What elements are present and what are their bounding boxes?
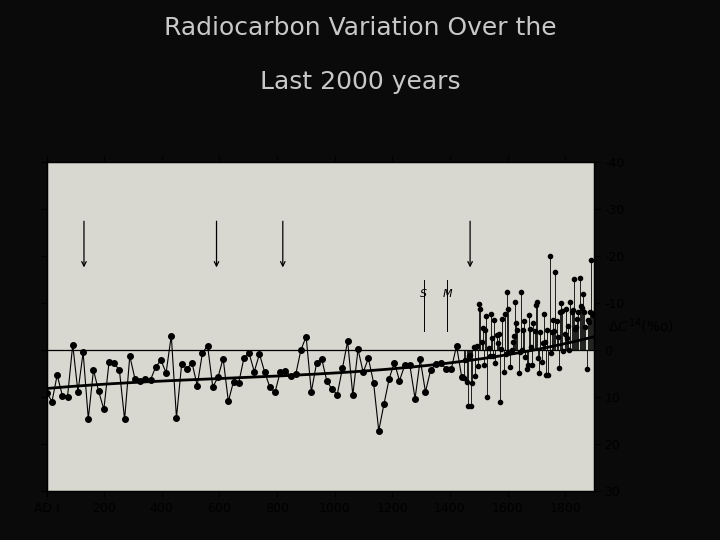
Text: S: S	[420, 289, 428, 299]
Text: Radiocarbon Variation Over the: Radiocarbon Variation Over the	[163, 16, 557, 40]
Text: $\Delta C^{14}$(%o): $\Delta C^{14}$(%o)	[608, 317, 675, 336]
Text: Last 2000 years: Last 2000 years	[260, 70, 460, 94]
Text: M: M	[442, 289, 452, 299]
